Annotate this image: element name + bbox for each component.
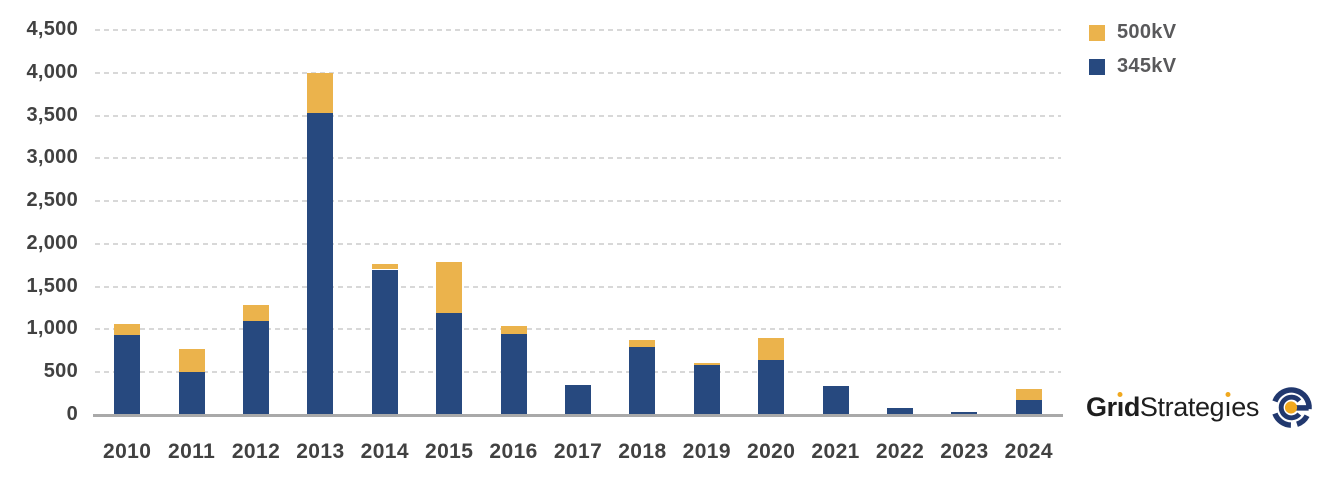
legend: 500kV 345kV xyxy=(1089,21,1176,89)
gridline-3000 xyxy=(95,157,1061,160)
bar-segment-345kv-2017 xyxy=(565,384,591,415)
bar-segment-500kv-2016 xyxy=(500,326,527,335)
bar-segment-500kv-2013 xyxy=(307,72,334,114)
bar-segment-345kv-2020 xyxy=(758,359,785,415)
gridline-2000 xyxy=(95,242,1061,245)
gridline-4000 xyxy=(95,71,1061,74)
logo-text: Grı dStrategı es xyxy=(1086,391,1260,423)
y-axis-tick-label: 3,000 xyxy=(26,146,78,169)
gridline-3500 xyxy=(95,114,1061,117)
gridline-1000 xyxy=(95,328,1061,331)
x-axis-label-2012: 2012 xyxy=(231,440,281,463)
x-axis-label-2023: 2023 xyxy=(940,440,989,463)
legend-item-345kv: 345kV xyxy=(1089,55,1176,78)
gridline-1500 xyxy=(95,285,1061,288)
x-axis-line xyxy=(93,414,1063,417)
bar-segment-500kv-2024 xyxy=(1015,388,1042,400)
bar-segment-345kv-2013 xyxy=(307,113,334,415)
x-axis-label-2017: 2017 xyxy=(553,440,603,463)
logo-text-bold: Grı d xyxy=(1086,391,1140,422)
legend-label-500kv: 500kV xyxy=(1117,21,1177,43)
bar-segment-345kv-2015 xyxy=(436,313,463,415)
bar-segment-500kv-2020 xyxy=(758,338,785,360)
bar-segment-345kv-2019 xyxy=(693,365,720,415)
x-axis-label-2020: 2020 xyxy=(747,440,796,463)
legend-item-500kv: 500kV xyxy=(1089,21,1176,44)
y-axis-tick-label: 1,500 xyxy=(26,274,78,297)
y-axis-tick-label: 4,000 xyxy=(26,60,78,83)
bar-segment-345kv-2022 xyxy=(887,407,913,415)
bar-segment-500kv-2015 xyxy=(436,261,463,314)
bar-segment-500kv-2011 xyxy=(178,348,205,372)
y-axis-tick-label: 2,500 xyxy=(26,189,78,212)
y-axis-tick-label: 3,500 xyxy=(26,103,78,126)
legend-swatch-500kv xyxy=(1089,24,1105,41)
legend-label-345kv: 345kV xyxy=(1117,55,1177,77)
y-axis-tick-label: 2,000 xyxy=(26,231,78,254)
bar-segment-345kv-2023 xyxy=(951,411,978,415)
x-axis-label-2016: 2016 xyxy=(489,440,538,463)
bar-segment-500kv-2010 xyxy=(114,324,141,335)
bar-segment-345kv-2021 xyxy=(822,385,849,415)
x-axis-label-2018: 2018 xyxy=(618,440,667,463)
y-axis-tick-label: 500 xyxy=(43,360,78,383)
x-axis-label-2015: 2015 xyxy=(425,440,474,463)
y-axis-tick-label: 4,500 xyxy=(26,18,78,41)
x-axis-label-2021: 2021 xyxy=(811,440,860,463)
bar-segment-345kv-2011 xyxy=(178,371,205,415)
y-axis-tick-label: 0 xyxy=(66,403,78,426)
x-axis-label-2019: 2019 xyxy=(682,440,731,463)
bar-segment-500kv-2012 xyxy=(243,304,269,322)
bar-segment-345kv-2016 xyxy=(500,334,527,415)
x-axis-label-2010: 2010 xyxy=(103,440,152,463)
grid-strategies-logo: Grı dStrategı es xyxy=(1086,383,1315,431)
bar-segment-345kv-2014 xyxy=(371,269,398,415)
bar-segment-345kv-2010 xyxy=(114,335,141,415)
x-axis-label-2013: 2013 xyxy=(296,440,345,463)
bar-segment-345kv-2012 xyxy=(243,321,269,415)
bar-segment-500kv-2018 xyxy=(629,339,656,348)
y-axis-tick-label: 1,000 xyxy=(26,317,78,340)
bar-segment-500kv-2014 xyxy=(371,264,398,270)
gridline-500 xyxy=(95,371,1061,374)
x-axis-label-2011: 2011 xyxy=(168,440,216,463)
x-axis-label-2014: 2014 xyxy=(360,440,409,463)
x-axis-label-2024: 2024 xyxy=(1004,440,1053,463)
logo-text-regular: Strategı es xyxy=(1139,391,1260,422)
x-axis-label-2022: 2022 xyxy=(875,440,925,463)
bar-segment-345kv-2018 xyxy=(629,347,656,415)
grid-strategies-g-icon xyxy=(1272,386,1312,428)
gridline-2500 xyxy=(95,200,1061,203)
gridline-4500 xyxy=(95,29,1061,31)
legend-swatch-345kv xyxy=(1089,58,1105,75)
bar-segment-500kv-2019 xyxy=(693,362,720,366)
bar-segment-345kv-2024 xyxy=(1015,399,1042,415)
